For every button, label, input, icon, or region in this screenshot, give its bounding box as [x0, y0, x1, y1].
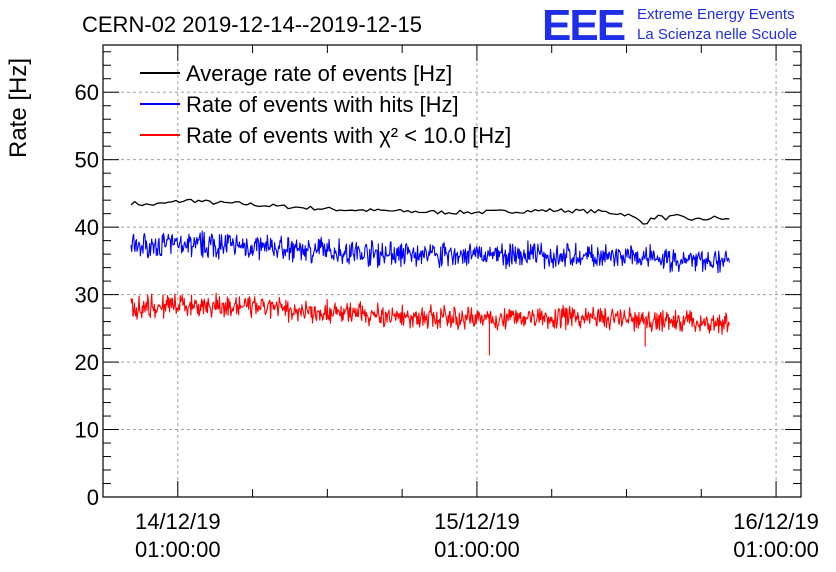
y-tick-label: 30 [75, 283, 99, 308]
x-tick-label-time: 01:00:00 [135, 537, 221, 562]
y-tick-label: 20 [75, 350, 99, 375]
y-tick-label: 10 [75, 418, 99, 443]
y-tick-label: 60 [75, 80, 99, 105]
y-tick-label: 50 [75, 148, 99, 173]
legend-label-1: Average rate of events [Hz] [186, 61, 452, 86]
x-tick-label-time: 01:00:00 [733, 537, 819, 562]
chart-title: CERN-02 2019-12-14--2019-12-15 [82, 12, 422, 37]
series-line-1 [130, 198, 730, 225]
axes: 0 10 20 30 40 50 60 14/12/19 01:00:00 15/12/19 01:… [75, 45, 819, 562]
y-axis-title: Rate [Hz] [5, 58, 32, 158]
plot-border [102, 44, 802, 498]
x-tick-label-date: 15/12/19 [434, 509, 520, 534]
logo-mark: EEE [542, 1, 625, 50]
series-line-2 [130, 230, 730, 274]
y-tick-label: 0 [87, 485, 99, 510]
x-tick-label-date: 16/12/19 [733, 509, 819, 534]
eee-logo: EEE Extreme Energy Events La Scienza nel… [542, 1, 797, 50]
x-tick-label-time: 01:00:00 [434, 537, 520, 562]
logo-line-1: Extreme Energy Events [637, 6, 795, 23]
grid [103, 45, 801, 497]
y-tick-label: 40 [75, 215, 99, 240]
plot-frame [102, 44, 802, 498]
legend: Average rate of events [Hz] Rate of event… [140, 61, 511, 148]
series-layer [130, 198, 730, 356]
legend-label-2: Rate of events with hits [Hz] [186, 92, 459, 117]
series-line-3 [130, 292, 730, 356]
logo-line-2: La Scienza nelle Scuole [637, 26, 797, 43]
legend-label-3: Rate of events with χ² < 10.0 [Hz] [186, 123, 511, 148]
x-tick-label-date: 14/12/19 [135, 509, 221, 534]
